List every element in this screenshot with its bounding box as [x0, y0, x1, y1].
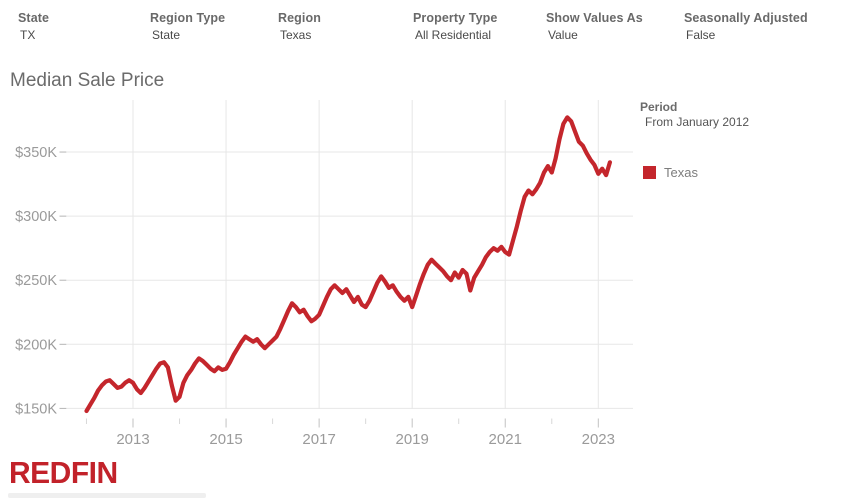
- price-line-texas[interactable]: [84, 115, 613, 414]
- filter-property-type-value[interactable]: All Residential: [415, 28, 492, 42]
- filter-region-type-label: Region Type: [150, 11, 226, 25]
- filter-region-type-value[interactable]: State: [152, 28, 181, 42]
- y-axis-label: $200K: [15, 337, 57, 353]
- y-axis-label: $250K: [15, 273, 57, 289]
- filter-state: State TX: [18, 11, 49, 42]
- filter-show-values-as-value[interactable]: Value: [548, 28, 578, 42]
- filter-seasonally-adjusted: Seasonally Adjusted False: [684, 11, 808, 42]
- legend-item-texas[interactable]: Texas: [643, 165, 698, 180]
- filter-property-type: Property Type All Residential: [413, 11, 497, 42]
- redfin-logo: REDFIN: [9, 456, 118, 491]
- filter-region-label: Region: [278, 11, 321, 25]
- x-axis-label: 2021: [489, 431, 522, 448]
- filter-show-values-as-label: Show Values As: [546, 11, 643, 25]
- chart-title: Median Sale Price: [10, 70, 165, 91]
- filter-seasonally-adjusted-label: Seasonally Adjusted: [684, 11, 808, 25]
- y-axis-label: $300K: [15, 209, 57, 225]
- legend-period-label: Period: [640, 100, 678, 114]
- legend-period-value: From January 2012: [645, 115, 750, 129]
- filter-property-type-label: Property Type: [413, 11, 498, 25]
- filter-show-values-as: Show Values As Value: [546, 11, 643, 42]
- filter-state-value[interactable]: TX: [20, 28, 36, 42]
- x-axis-label: 2017: [302, 431, 335, 448]
- filter-region: Region Texas: [278, 11, 321, 42]
- filter-region-type: Region Type State: [150, 11, 225, 42]
- y-axis-label: $350K: [15, 145, 57, 161]
- cropped-footer-remnant: [8, 493, 206, 498]
- filter-seasonally-adjusted-value[interactable]: False: [686, 28, 716, 42]
- filter-region-value[interactable]: Texas: [280, 28, 312, 42]
- y-axis-label: $150K: [15, 401, 57, 417]
- x-axis-label: 2015: [209, 431, 242, 448]
- x-axis-label: 2013: [116, 431, 149, 448]
- x-axis-label: 2019: [395, 431, 428, 448]
- filter-state-label: State: [18, 11, 50, 25]
- legend-color-swatch: [643, 166, 656, 179]
- legend-series-name: Texas: [664, 165, 698, 180]
- x-axis-label: 2023: [582, 431, 615, 448]
